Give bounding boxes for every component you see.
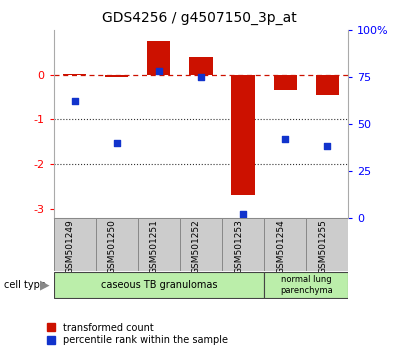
Bar [189, 57, 213, 75]
Text: ▶: ▶ [40, 279, 49, 291]
Text: GSM501250: GSM501250 [108, 219, 117, 274]
Bar [264, 218, 306, 271]
Text: GSM501249: GSM501249 [66, 219, 75, 274]
Text: cell type: cell type [4, 280, 46, 290]
Bar [54, 218, 96, 271]
Bar [63, 74, 86, 75]
Point [114, 140, 120, 145]
Point [72, 98, 78, 104]
Text: GSM501253: GSM501253 [234, 219, 243, 274]
Point [156, 69, 162, 74]
Point [282, 136, 288, 142]
Text: GSM501251: GSM501251 [150, 219, 159, 274]
Text: GSM501255: GSM501255 [318, 219, 327, 274]
Legend: transformed count, percentile rank within the sample: transformed count, percentile rank withi… [45, 321, 230, 347]
Text: GDS4256 / g4507150_3p_at: GDS4256 / g4507150_3p_at [101, 11, 297, 25]
Point [324, 144, 330, 149]
Text: GSM501252: GSM501252 [192, 219, 201, 274]
Bar [105, 75, 129, 77]
Bar [273, 75, 297, 90]
Bar [180, 218, 222, 271]
Bar [264, 272, 348, 298]
Bar [147, 41, 170, 75]
Bar [96, 218, 138, 271]
Text: caseous TB granulomas: caseous TB granulomas [101, 280, 217, 290]
Bar [232, 75, 255, 195]
Bar [306, 218, 348, 271]
Bar [54, 272, 264, 298]
Text: GSM501254: GSM501254 [276, 219, 285, 274]
Bar [222, 218, 264, 271]
Bar [316, 75, 339, 95]
Point [240, 211, 246, 217]
Text: normal lung
parenchyma: normal lung parenchyma [280, 275, 333, 295]
Bar [138, 218, 180, 271]
Point [198, 74, 204, 80]
